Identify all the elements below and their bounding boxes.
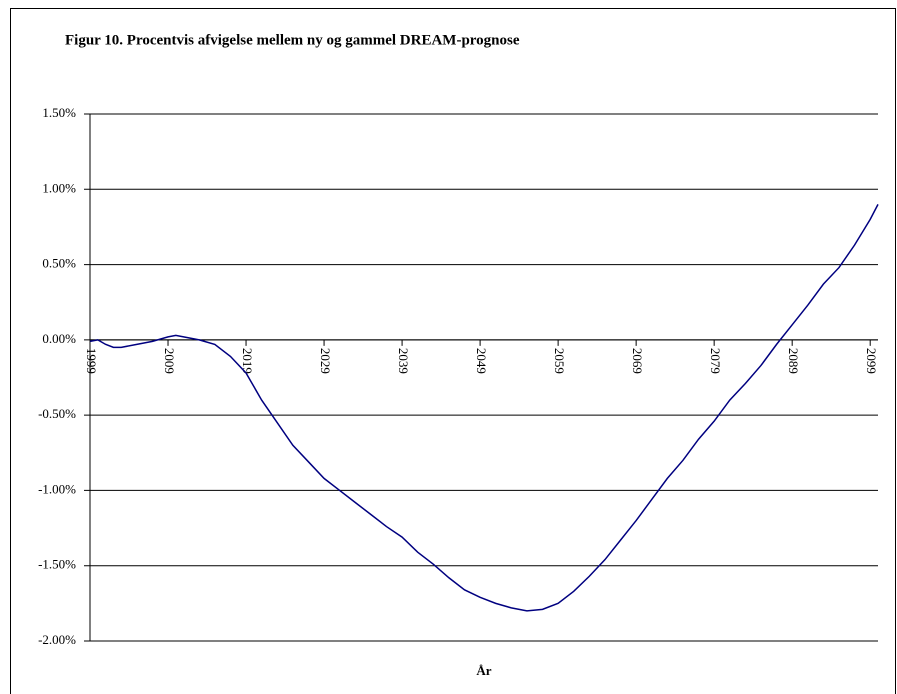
- y-tick-label: -2.00%: [38, 632, 76, 647]
- y-tick-label: 0.50%: [42, 256, 76, 271]
- y-tick-label: 0.00%: [42, 331, 76, 346]
- y-tick-label: -0.50%: [38, 406, 76, 421]
- y-tick-label: 1.50%: [42, 105, 76, 120]
- x-tick-label: 2049: [474, 348, 489, 374]
- x-tick-label: 2059: [552, 348, 567, 374]
- x-tick-label: 2009: [162, 348, 177, 374]
- x-tick-label: 2089: [786, 348, 801, 374]
- x-tick-label: 2069: [630, 348, 645, 374]
- x-tick-label: 1999: [84, 348, 99, 374]
- x-tick-label: 2079: [708, 348, 723, 374]
- x-tick-label: 2099: [864, 348, 879, 374]
- x-tick-label: 2039: [396, 348, 411, 374]
- line: [89, 203, 879, 612]
- x-axis-title: År: [476, 663, 491, 678]
- x-tick-label: 2029: [318, 348, 333, 374]
- y-tick-label: -1.00%: [38, 481, 76, 496]
- chart-frame: [10, 8, 896, 694]
- chart-title: Figur 10. Procentvis afvigelse mellem ny…: [65, 32, 520, 48]
- x-tick-label: 2019: [240, 348, 255, 374]
- y-tick-label: 1.00%: [42, 180, 76, 195]
- y-tick-label: -1.50%: [38, 557, 76, 572]
